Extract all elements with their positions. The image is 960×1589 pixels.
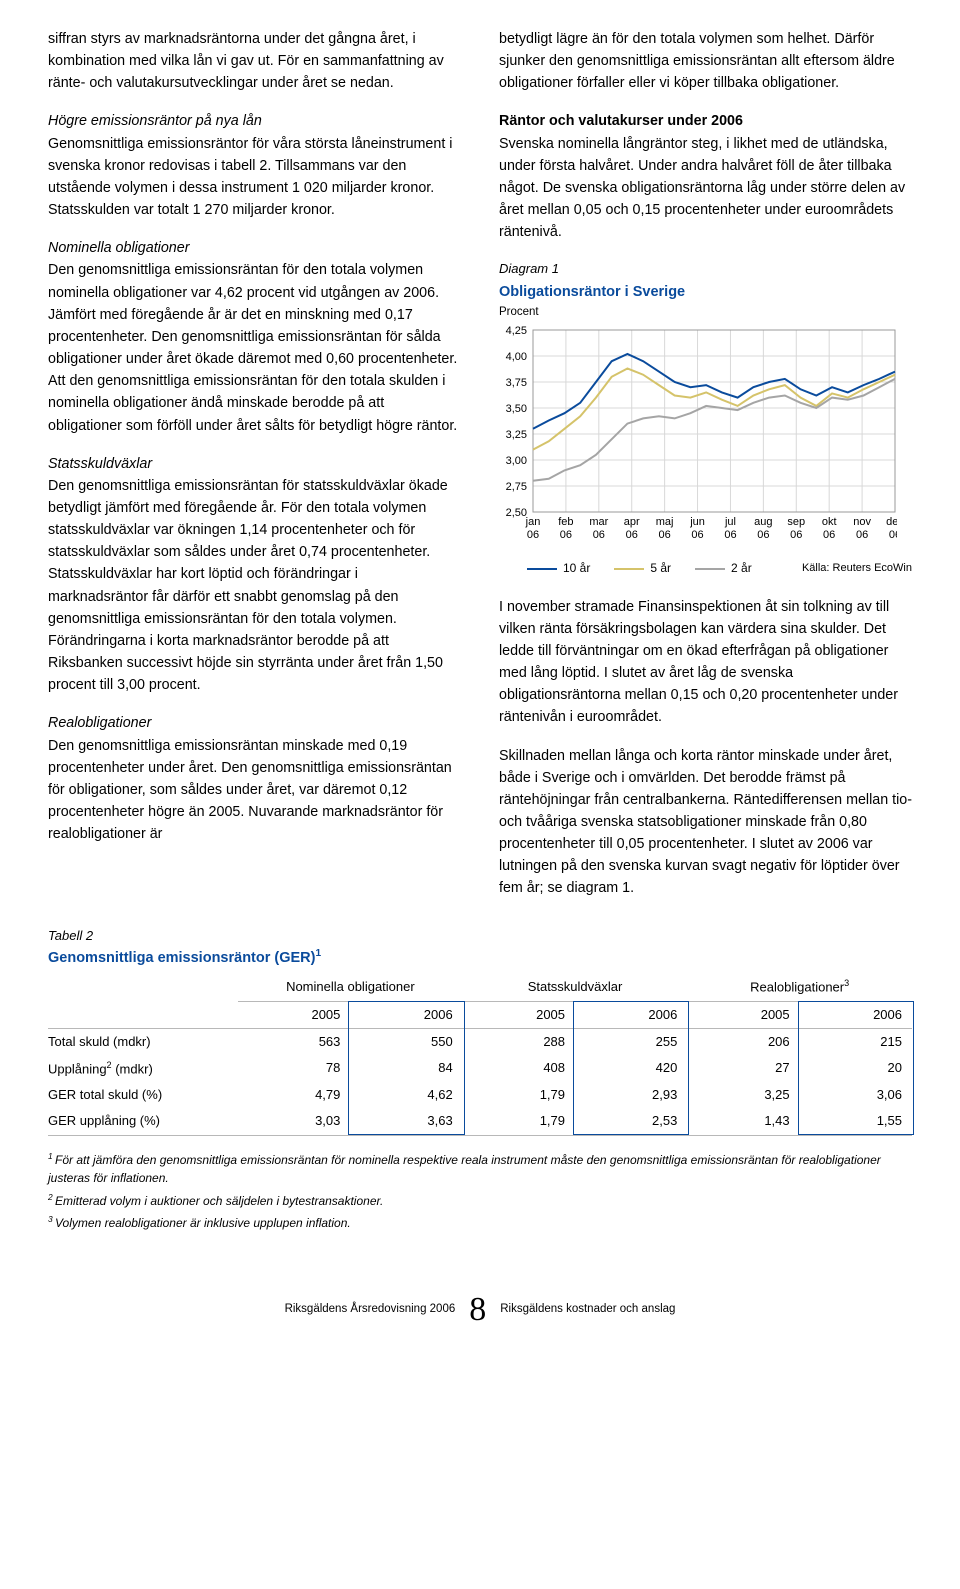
svg-text:feb: feb — [558, 516, 573, 528]
para-rantor: Svenska nominella långräntor steg, i lik… — [499, 133, 912, 244]
svg-text:nov: nov — [853, 516, 871, 528]
svg-text:dec: dec — [886, 516, 897, 528]
legend-10-år: 10 år — [563, 561, 590, 575]
heading-hogre: Högre emissionsräntor på nya lån — [48, 110, 461, 132]
two-column-layout: siffran styrs av marknadsräntorna under … — [48, 28, 912, 916]
table-title: Genomsnittliga emissionsräntor (GER)1 — [48, 946, 912, 969]
footnotes: 1 För att jämföra den genomsnittliga emi… — [48, 1150, 912, 1233]
para-statsskuld: Den genomsnittliga emissionsräntan för s… — [48, 475, 461, 697]
diagram-label: Diagram 1 — [499, 259, 912, 279]
legend-2-år: 2 år — [731, 561, 752, 575]
svg-text:06: 06 — [560, 529, 572, 541]
svg-text:okt: okt — [822, 516, 837, 528]
svg-text:06: 06 — [757, 529, 769, 541]
legend-5-år: 5 år — [650, 561, 671, 575]
svg-text:mar: mar — [589, 516, 608, 528]
obligationsrantor-chart: 4,254,003,753,503,253,002,752,50jan06feb… — [499, 326, 912, 578]
page-number: 8 — [469, 1293, 486, 1327]
svg-text:jul: jul — [724, 516, 736, 528]
chart-title: Obligationsräntor i Sverige — [499, 281, 912, 303]
svg-text:maj: maj — [656, 516, 674, 528]
svg-text:4,25: 4,25 — [506, 326, 527, 337]
svg-text:06: 06 — [889, 529, 897, 541]
svg-text:apr: apr — [624, 516, 640, 528]
heading-real: Realobligationer — [48, 712, 461, 734]
svg-text:3,75: 3,75 — [506, 377, 527, 389]
svg-text:jun: jun — [689, 516, 705, 528]
svg-text:06: 06 — [626, 529, 638, 541]
right-column: betydligt lägre än för den totala volyme… — [499, 28, 912, 916]
svg-text:aug: aug — [754, 516, 772, 528]
heading-nominella: Nominella obligationer — [48, 237, 461, 259]
svg-text:06: 06 — [527, 529, 539, 541]
chart-ylabel: Procent — [499, 304, 912, 322]
heading-statsskuld: Statsskuldväxlar — [48, 453, 461, 475]
ger-table: Nominella obligationerStatsskuldväxlarRe… — [48, 973, 912, 1136]
left-column: siffran styrs av marknadsräntorna under … — [48, 28, 461, 916]
svg-text:06: 06 — [659, 529, 671, 541]
heading-rantor: Räntor och valutakurser under 2006 — [499, 110, 912, 132]
svg-text:06: 06 — [724, 529, 736, 541]
svg-text:06: 06 — [593, 529, 605, 541]
svg-text:jan: jan — [525, 516, 541, 528]
intro-paragraph: siffran styrs av marknadsräntorna under … — [48, 28, 461, 94]
svg-text:06: 06 — [856, 529, 868, 541]
svg-text:06: 06 — [691, 529, 703, 541]
chart-source: Källa: Reuters EcoWin — [802, 560, 912, 577]
svg-text:2,50: 2,50 — [506, 507, 527, 519]
para-hogre: Genomsnittliga emissionsräntor för våra … — [48, 133, 461, 222]
svg-text:06: 06 — [823, 529, 835, 541]
para-nominella: Den genomsnittliga emissionsräntan för d… — [48, 259, 461, 436]
svg-text:3,00: 3,00 — [506, 455, 527, 467]
para-real: Den genomsnittliga emissionsräntan minsk… — [48, 735, 461, 846]
svg-text:06: 06 — [790, 529, 802, 541]
svg-text:3,50: 3,50 — [506, 403, 527, 415]
para-november: I november stramade Finansinspektionen å… — [499, 596, 912, 729]
footnote-3: 3 Volymen realobligationer är inklusive … — [48, 1213, 912, 1233]
page-footer: Riksgäldens Årsredovisning 2006 8 Riksgä… — [48, 1293, 912, 1327]
chart-svg: 4,254,003,753,503,253,002,752,50jan06feb… — [499, 326, 897, 546]
footnote-2: 2 Emitterad volym i auktioner och säljde… — [48, 1191, 912, 1211]
svg-text:sep: sep — [787, 516, 805, 528]
footnote-1: 1 För att jämföra den genomsnittliga emi… — [48, 1150, 912, 1188]
right-intro: betydligt lägre än för den totala volyme… — [499, 28, 912, 94]
table-label: Tabell 2 — [48, 926, 912, 946]
footer-left: Riksgäldens Årsredovisning 2006 — [285, 1301, 456, 1319]
svg-text:2,75: 2,75 — [506, 481, 527, 493]
footer-right: Riksgäldens kostnader och anslag — [500, 1301, 675, 1319]
para-skillnad: Skillnaden mellan långa och korta räntor… — [499, 745, 912, 900]
chart-legend: 10 år 5 år 2 år Källa: Reuters EcoWin — [499, 553, 912, 578]
svg-text:3,25: 3,25 — [506, 429, 527, 441]
svg-text:4,00: 4,00 — [506, 351, 527, 363]
